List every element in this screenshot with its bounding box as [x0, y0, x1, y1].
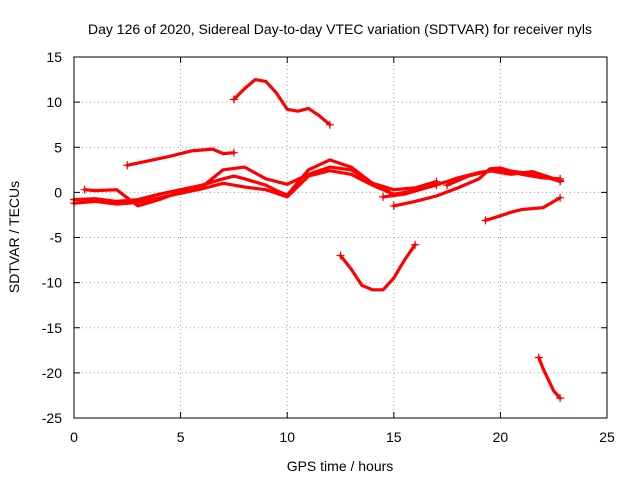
series-line: [83, 165, 392, 208]
y-tick-label: -5: [50, 230, 63, 246]
plot-area: [70, 78, 565, 403]
data-point-marker: [534, 353, 543, 362]
x-tick-label: 20: [493, 429, 509, 445]
data-point-marker: [481, 216, 490, 225]
y-tick-label: 5: [54, 139, 62, 155]
y-axis-label: SDTVAR / TECUs: [6, 181, 22, 293]
x-axis-label: GPS time / hours: [287, 458, 394, 474]
x-tick-label: 10: [279, 429, 295, 445]
plot-frame: [73, 56, 608, 419]
x-tick-label: 25: [599, 429, 615, 445]
series-line: [232, 78, 332, 127]
chart-title: Day 126 of 2020, Sidereal Day-to-day VTE…: [88, 21, 592, 37]
y-tick-label: -15: [42, 320, 62, 336]
series-line: [392, 166, 562, 208]
y-tick-label: -25: [42, 410, 62, 426]
series-line: [338, 243, 417, 292]
series-arc-5: [229, 78, 334, 129]
series-line: [483, 196, 562, 222]
series-arc-4: [123, 147, 238, 170]
series-arc-11: [534, 353, 565, 403]
x-tick-label: 15: [386, 429, 402, 445]
data-point-marker: [556, 193, 565, 202]
y-tick-label: 10: [46, 94, 62, 110]
series-arc-8: [443, 169, 565, 190]
series-arc-10: [481, 193, 565, 225]
grid: [74, 57, 607, 418]
data-point-marker: [556, 176, 565, 185]
series-arc-9: [336, 240, 420, 292]
data-point-marker: [325, 120, 334, 129]
data-point-marker: [336, 251, 345, 260]
y-tick-label: 15: [46, 49, 62, 65]
x-tick-label: 0: [70, 429, 78, 445]
y-tick-label: -20: [42, 365, 62, 381]
data-point-marker: [379, 192, 388, 201]
data-point-marker: [556, 394, 565, 403]
series-line: [125, 147, 236, 167]
data-point-marker: [229, 148, 238, 157]
data-point-marker: [389, 201, 398, 210]
data-point-marker: [123, 161, 132, 170]
data-point-marker: [229, 95, 238, 104]
y-tick-label: -10: [42, 275, 62, 291]
series-line: [537, 355, 562, 400]
data-point-marker: [443, 181, 452, 190]
series-line: [445, 169, 562, 187]
series-arc-3: [80, 165, 394, 208]
data-point-marker: [80, 185, 89, 194]
data-point-marker: [411, 240, 420, 249]
axis-ticks: 0 5 10 15 20 25 -25 -20 -15 -10 -5 0 5 10 15: [42, 49, 615, 445]
y-tick-label: 0: [54, 184, 62, 200]
x-tick-label: 5: [177, 429, 185, 445]
